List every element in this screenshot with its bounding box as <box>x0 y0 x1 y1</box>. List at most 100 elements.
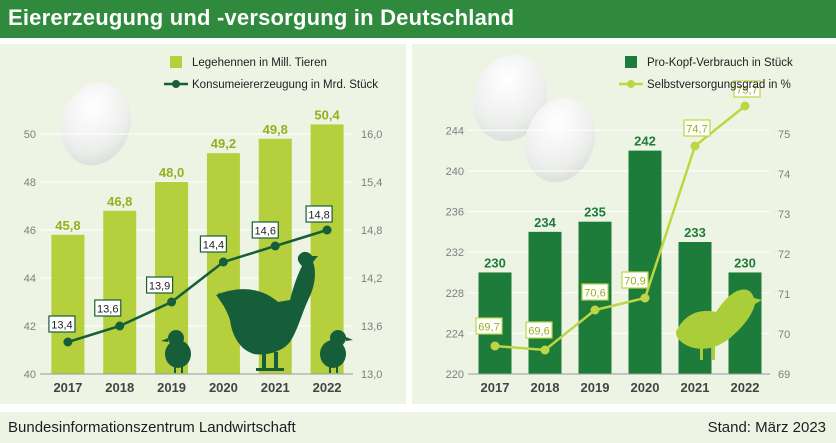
legend-line-marker <box>172 80 180 88</box>
egg-icon <box>472 54 548 142</box>
line-label-box <box>251 221 279 239</box>
line-point <box>590 305 600 315</box>
y-left-tick-label: 228 <box>446 288 464 300</box>
y-right-tick-label: 72 <box>778 249 790 261</box>
line-label-box <box>199 235 228 253</box>
line-point <box>218 257 228 267</box>
legend-line-label: Konsumeiererzeugung in Mrd. Stück <box>192 79 378 91</box>
chick-icon <box>161 330 191 373</box>
bar-value-label: 234 <box>534 215 556 230</box>
bar-value-label: 46,8 <box>107 194 132 209</box>
y-left-tick-label: 46 <box>24 225 36 237</box>
egg-icon <box>525 97 595 183</box>
line-value-label: 14,4 <box>203 240 224 252</box>
y-left-tick-label: 40 <box>24 369 36 381</box>
line-point <box>490 341 500 351</box>
x-tick-label: 2018 <box>105 380 134 395</box>
line-point <box>322 225 332 235</box>
chart-laying-hens-production: 40 42 44 46 48 50 13,0 13,6 14,2 14,8 15,4 16,0 45,8… <box>24 56 382 395</box>
line-value-label: 74,7 <box>686 124 707 136</box>
y-left-tick-label: 42 <box>24 321 36 333</box>
legend-line-label: Selbstversorgungsgrad in % <box>647 79 791 91</box>
y-right-tick-label: 75 <box>778 129 790 141</box>
hen-icon <box>676 289 762 360</box>
page-title: Eiererzeugung und -versorgung in Deutsch… <box>8 5 515 30</box>
footer-source: Bundesinformationszentrum Landwirtschaft <box>8 419 296 436</box>
y-right-tick-label: 73 <box>778 209 790 221</box>
y-right-tick-label: 70 <box>778 329 790 341</box>
bar-value-label: 230 <box>484 255 506 270</box>
y-left-tick-label: 240 <box>446 166 464 178</box>
line-label-box <box>581 283 609 301</box>
x-tick-label: 2022 <box>731 380 760 395</box>
line-value-label: 13,6 <box>97 304 118 316</box>
y-right-tick-label: 15,4 <box>361 177 382 189</box>
y-right-tick-label: 13,0 <box>361 369 382 381</box>
line-label-box <box>525 321 553 339</box>
y-right-tick-label: 13,6 <box>361 321 382 333</box>
x-tick-label: 2017 <box>53 380 82 395</box>
x-tick-label: 2021 <box>681 380 710 395</box>
line-label-box <box>733 80 761 98</box>
line-value-label: 70,9 <box>624 276 645 288</box>
bar <box>678 242 712 374</box>
line-point <box>270 241 280 251</box>
y-left-tick-label: 220 <box>446 369 464 381</box>
bar-value-label: 235 <box>584 205 606 220</box>
bar-value-label: 48,0 <box>159 165 184 180</box>
line-point <box>115 321 125 331</box>
y-left-tick-label: 232 <box>446 247 464 259</box>
x-tick-label: 2020 <box>209 380 238 395</box>
line-label-box <box>48 315 76 333</box>
legend-bar-swatch <box>170 56 182 68</box>
x-tick-label: 2018 <box>531 380 560 395</box>
line-point <box>690 141 700 151</box>
footer-date: Stand: März 2023 <box>707 419 826 436</box>
line-label-box <box>621 271 649 289</box>
line-point <box>540 345 550 355</box>
footer: Bundesinformationszentrum Landwirtschaft… <box>0 412 836 443</box>
bar-value-label: 50,4 <box>314 107 340 122</box>
y-left-tick-label: 244 <box>446 125 464 137</box>
y-right-tick-label: 16,0 <box>361 129 382 141</box>
line-point <box>63 337 73 347</box>
title-bar: Eiererzeugung und -versorgung in Deutsch… <box>0 0 836 38</box>
bar-value-label: 230 <box>734 255 756 270</box>
y-left-tick-label: 224 <box>446 328 464 340</box>
line-point <box>167 297 177 307</box>
series-line <box>494 105 746 352</box>
y-left-tick-label: 48 <box>24 177 36 189</box>
legend-line-marker <box>627 80 635 88</box>
line-value-label: 13,4 <box>51 320 72 332</box>
line-label-box <box>145 276 174 294</box>
line-value-label: 14,8 <box>308 210 329 222</box>
line-value-label: 69,6 <box>528 326 549 338</box>
y-right-tick-label: 14,8 <box>361 225 382 237</box>
chart-consumption-selfsufficiency: 220 224 228 232 236 240 244 69 70 71 72 73 74 75 230 23… <box>446 56 793 395</box>
bar-value-label: 233 <box>684 225 706 240</box>
line-label-box <box>475 317 503 335</box>
line-label-box <box>683 119 711 137</box>
y-left-tick-label: 44 <box>24 273 36 285</box>
legend-bar-label: Pro-Kopf-Verbrauch in Stück <box>647 57 793 69</box>
chick-icon <box>320 330 353 373</box>
line-value-label: 14,6 <box>255 226 276 238</box>
egg-icon <box>61 82 131 166</box>
rooster-icon <box>216 251 318 371</box>
y-left-tick-label: 236 <box>446 207 464 219</box>
legend-bar-swatch <box>625 56 637 68</box>
x-tick-label: 2021 <box>261 380 290 395</box>
bar-value-label: 45,8 <box>55 218 80 233</box>
x-tick-label: 2019 <box>157 380 186 395</box>
line-value-label: 75,7 <box>736 85 757 97</box>
y-right-tick-label: 14,2 <box>361 273 382 285</box>
x-tick-label: 2022 <box>313 380 342 395</box>
y-right-tick-label: 69 <box>778 369 790 381</box>
line-label-box <box>94 299 122 317</box>
y-left-tick-label: 50 <box>24 129 36 141</box>
line-point <box>640 293 650 303</box>
x-tick-label: 2017 <box>481 380 510 395</box>
bar <box>103 210 137 374</box>
bar-value-label: 49,8 <box>263 122 288 137</box>
